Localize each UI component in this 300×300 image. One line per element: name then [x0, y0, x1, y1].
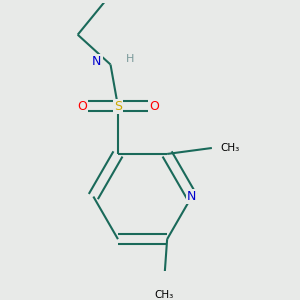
Text: S: S [114, 100, 122, 113]
Text: CH₃: CH₃ [221, 143, 240, 153]
Text: N: N [187, 190, 196, 203]
Text: O: O [77, 100, 87, 113]
Text: CH₃: CH₃ [154, 290, 174, 300]
Text: O: O [149, 100, 159, 113]
Text: H: H [125, 54, 134, 64]
Text: N: N [92, 55, 102, 68]
